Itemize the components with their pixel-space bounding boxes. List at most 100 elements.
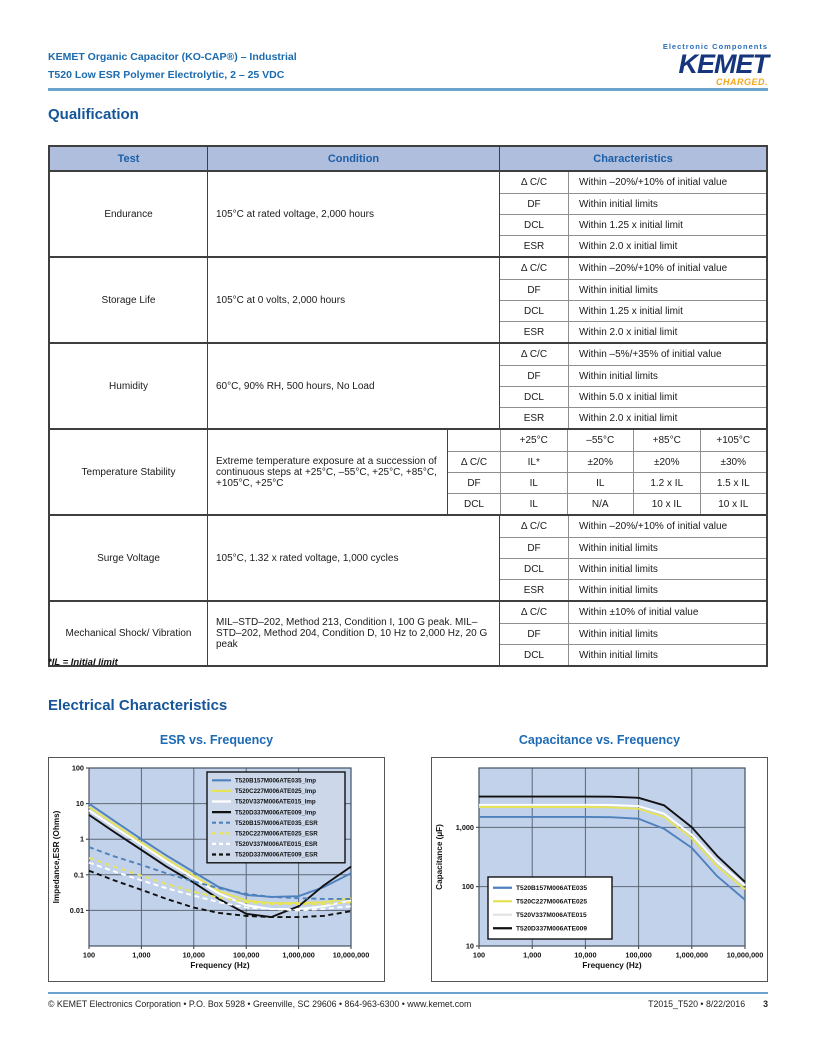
characteristic-subrow: DF Within initial limits	[500, 537, 766, 558]
series-line	[88, 846, 351, 900]
svg-text:Frequency (Hz): Frequency (Hz)	[190, 961, 249, 970]
parameter-cell: DCL	[523, 305, 544, 317]
table-row: Surge Voltage 105°C, 1.32 x rated voltage…	[50, 514, 766, 600]
characteristics-cell: +25°C –55°C +85°C +105°C Δ C/C IL* ±20% ±20% ±30…	[447, 430, 766, 514]
chart-canvas: 100 1,000 10,000 100,000 1,000,000 10,000,000…	[52, 764, 369, 971]
svg-text:0.01: 0.01	[70, 906, 84, 915]
characteristics-cell: Δ C/C Within –5%/+35% of initial value DF W…	[499, 344, 766, 428]
parameter-cell: DF	[527, 542, 541, 554]
matrix-col-header: +25°C	[500, 430, 567, 451]
characteristic-subrow: Δ C/C Within ±10% of initial value	[500, 602, 766, 623]
test-cell: Humidity	[109, 380, 148, 392]
condition-cell: 105°C at 0 volts, 2,000 hours	[207, 258, 499, 342]
legend-label: T520D337M006ATE009_ESR	[235, 852, 318, 859]
limit-cell: Within initial limits	[568, 559, 766, 579]
esr-chart-title: ESR vs. Frequency	[159, 733, 274, 747]
svg-text:10,000: 10,000	[183, 951, 205, 960]
legend-label: T520D337M006ATE009	[516, 925, 587, 932]
characteristic-subrow: ESR Within 2.0 x initial limit	[500, 407, 766, 428]
parameter-cell: Δ C/C	[520, 263, 548, 274]
series-line	[88, 861, 352, 912]
condition-cell: 60°C, 90% RH, 500 hours, No Load	[207, 344, 499, 428]
series-line	[479, 815, 746, 901]
limit-cell: Within –5%/+35% of initial value	[568, 344, 766, 365]
parameter-cell: ESR	[523, 412, 545, 424]
capacitance-chart-title: Capacitance vs. Frequency	[518, 733, 681, 747]
condition-cell: 105°C, 1.32 x rated voltage, 1,000 cycle…	[207, 516, 499, 600]
test-cell: Storage Life	[101, 294, 156, 306]
svg-text:100: 100	[462, 882, 474, 891]
section-heading-qualification: Qualification	[48, 106, 139, 123]
parameter-cell: DF	[527, 198, 541, 210]
characteristic-subrow: Δ C/C Within –20%/+10% of initial value	[500, 258, 766, 279]
parameter-cell: DCL	[463, 498, 484, 510]
characteristic-subrow: Δ C/C Within –20%/+10% of initial value	[500, 172, 766, 193]
parameter-cell: DCL	[523, 563, 544, 575]
parameter-cell: ESR	[523, 326, 545, 338]
limit-cell: Within 2.0 x initial limit	[568, 236, 766, 256]
characteristic-subrow: Δ C/C Within –5%/+35% of initial value	[500, 344, 766, 365]
parameter-cell: DF	[467, 477, 481, 489]
parameter-cell: DF	[527, 628, 541, 640]
table-row: Humidity 60°C, 90% RH, 500 hours, No Load…	[50, 342, 766, 428]
series-line	[88, 869, 352, 919]
limit-cell: Within initial limits	[568, 580, 766, 600]
matrix-value-cell: ±20%	[566, 452, 634, 472]
characteristic-subrow: DF Within initial limits	[500, 279, 766, 300]
characteristic-subrow: DCL Within 5.0 x initial limit	[500, 386, 766, 407]
limit-cell: Within ±10% of initial value	[568, 602, 766, 623]
matrix-value-cell: N/A	[566, 494, 634, 514]
series-line	[88, 856, 352, 906]
logo-tagline: CHARGED.	[715, 77, 768, 87]
limit-cell: Within 2.0 x initial limit	[568, 322, 766, 342]
characteristic-subrow: ESR Within 2.0 x initial limit	[500, 321, 766, 342]
svg-text:1,000: 1,000	[132, 951, 150, 960]
characteristics-cell: Δ C/C Within ±10% of initial value DF Withi…	[499, 602, 766, 665]
table-row: Mechanical Shock/ Vibration MIL–STD–202, …	[50, 600, 766, 665]
doc-title-line1: KEMET Organic Capacitor (KO-CAP®) – Indu…	[48, 51, 297, 63]
legend-label: T520V337M006ATE015_ESR	[235, 841, 318, 848]
matrix-value-cell: IL*	[500, 452, 567, 472]
characteristic-subrow: DCL Within 1.25 x initial limit	[500, 214, 766, 235]
legend-label: T520V337M006ATE015_Imp	[235, 799, 316, 806]
svg-text:1,000,000: 1,000,000	[282, 951, 314, 960]
logo-subtitle: Electronic Components	[662, 42, 768, 51]
parameter-cell: Δ C/C	[520, 349, 548, 360]
limit-cell: Within initial limits	[568, 280, 766, 300]
test-cell: Endurance	[104, 208, 153, 220]
matrix-value-cell: IL	[566, 473, 634, 493]
condition-cell: 105°C at rated voltage, 2,000 hours	[207, 172, 499, 256]
svg-text:100: 100	[72, 764, 84, 773]
characteristic-subrow: DF Within initial limits	[500, 193, 766, 214]
page-footer: © KEMET Electronics Corporation • P.O. B…	[48, 999, 768, 1009]
svg-text:Impedance,ESR (Ohms): Impedance,ESR (Ohms)	[52, 810, 61, 903]
svg-text:1: 1	[80, 835, 84, 844]
matrix-col-header: –55°C	[566, 430, 634, 451]
svg-text:100,000: 100,000	[625, 951, 651, 960]
chart-canvas: 100 1,000 10,000 100,000 1,000,000 10,000,000…	[435, 767, 763, 970]
limit-cell: Within initial limits	[568, 645, 766, 665]
matrix-value-cell: 10 x IL	[633, 494, 700, 514]
kemet-logo: Electronic Components KEMET CHARGED.	[638, 42, 770, 87]
svg-text:100: 100	[473, 951, 485, 960]
characteristic-subrow: ESR Within 2.0 x initial limit	[500, 235, 766, 256]
characteristic-subrow: DF Within initial limits	[500, 365, 766, 386]
parameter-cell: Δ C/C	[520, 521, 548, 532]
parameter-cell: Δ C/C	[460, 456, 488, 468]
limit-cell: Within initial limits	[568, 194, 766, 214]
svg-text:1,000: 1,000	[456, 823, 474, 832]
doc-title-line2: T520 Low ESR Polymer Electrolytic, 2 – 2…	[48, 69, 285, 81]
test-cell: Mechanical Shock/ Vibration	[65, 628, 192, 639]
matrix-col-header: +85°C	[633, 430, 700, 451]
characteristics-cell: Δ C/C Within –20%/+10% of initial value DF…	[499, 258, 766, 342]
logo-wordmark: KEMET	[678, 49, 770, 79]
series-line	[88, 802, 352, 898]
footer-company-info: © KEMET Electronics Corporation • P.O. B…	[48, 999, 472, 1009]
table-header-row: Test Condition Characteristics	[50, 147, 766, 170]
legend-label: T520D337M006ATE009_Imp	[235, 809, 316, 816]
characteristic-subrow: DCL Within initial limits	[500, 558, 766, 579]
col-header-condition: Condition	[207, 147, 499, 170]
matrix-row: DF IL IL 1.2 x IL 1.5 x IL	[448, 472, 766, 493]
footer-rule	[48, 992, 768, 994]
legend-label: T520B157M006ATE035_ESR	[235, 820, 318, 827]
